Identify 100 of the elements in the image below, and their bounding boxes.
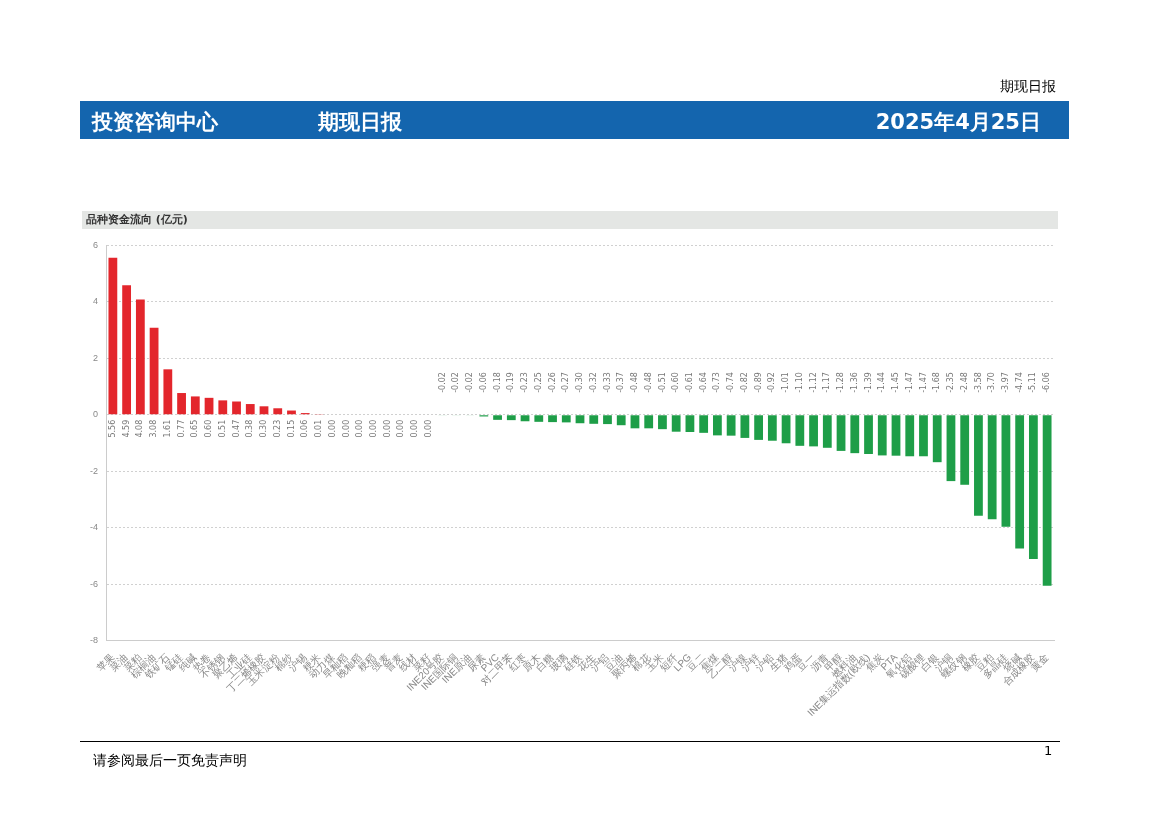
bar xyxy=(245,404,255,415)
bar xyxy=(822,415,832,448)
data-label: -0.74 xyxy=(726,372,736,393)
data-label: -1.47 xyxy=(918,372,928,393)
data-label: -0.73 xyxy=(712,372,722,393)
bar xyxy=(534,415,544,422)
data-label: 0.51 xyxy=(217,419,227,438)
bar xyxy=(781,415,791,444)
data-label: -0.82 xyxy=(739,372,749,393)
bar xyxy=(726,415,736,436)
data-label: -0.19 xyxy=(506,372,516,393)
y-tick-label: 4 xyxy=(92,296,98,307)
data-label: 0.00 xyxy=(355,419,365,438)
bar xyxy=(932,415,942,463)
bar xyxy=(740,415,750,438)
text: 期现日报 xyxy=(1000,78,1056,96)
text: 期现日报 xyxy=(318,109,402,136)
data-label: -1.12 xyxy=(808,372,818,393)
bar xyxy=(1042,415,1052,586)
bar xyxy=(493,415,502,420)
data-label: -1.47 xyxy=(904,372,914,393)
y-tick-label: -4 xyxy=(89,522,98,533)
data-label: -0.51 xyxy=(657,372,667,393)
data-label: -2.48 xyxy=(959,372,969,393)
data-label: 0.15 xyxy=(286,419,296,438)
data-label: 0.00 xyxy=(327,419,337,438)
data-label: -0.61 xyxy=(684,372,694,393)
bar xyxy=(232,401,241,415)
data-label: -3.70 xyxy=(987,372,997,393)
bar xyxy=(809,415,818,447)
bar xyxy=(960,415,970,485)
bar xyxy=(122,285,132,415)
data-label: 0.00 xyxy=(382,419,392,438)
bar xyxy=(864,415,873,455)
data-label: -0.89 xyxy=(753,372,763,393)
bar xyxy=(575,415,585,424)
data-label: 5.56 xyxy=(107,419,117,438)
bar xyxy=(561,415,571,423)
data-label: -0.64 xyxy=(698,372,708,393)
bar xyxy=(754,415,764,440)
data-label: 0.00 xyxy=(368,419,378,438)
data-label: -3.97 xyxy=(1000,372,1010,393)
bar xyxy=(603,415,612,425)
data-label: 0.38 xyxy=(245,419,255,438)
data-label: 0.00 xyxy=(410,419,420,438)
text: 请参阅最后一页免责声明 xyxy=(93,752,247,770)
bar xyxy=(685,415,695,432)
data-label: 0.65 xyxy=(190,419,200,438)
bar xyxy=(671,415,681,432)
bar xyxy=(589,415,599,424)
bar xyxy=(850,415,860,454)
data-label: -0.60 xyxy=(671,372,681,393)
data-label: -2.35 xyxy=(946,372,956,393)
data-label: 0.30 xyxy=(259,419,269,438)
bar xyxy=(548,415,557,423)
data-label: -5.11 xyxy=(1028,372,1038,393)
bar xyxy=(149,327,159,415)
data-label: 4.59 xyxy=(121,419,131,438)
data-label: -1.39 xyxy=(863,372,873,393)
bar xyxy=(1001,415,1011,527)
data-label: -0.18 xyxy=(492,372,502,393)
bar xyxy=(190,396,200,415)
data-label: -1.10 xyxy=(794,372,804,393)
chart-title: 品种资金流向 (亿元) xyxy=(82,211,1058,229)
data-label: -0.06 xyxy=(478,372,488,393)
y-tick-label: 2 xyxy=(92,352,98,363)
data-label: 0.00 xyxy=(423,419,433,438)
data-label: -0.33 xyxy=(602,372,612,393)
y-tick-label: -6 xyxy=(89,578,98,589)
bar xyxy=(658,415,667,430)
bar xyxy=(630,415,640,429)
bar xyxy=(616,415,626,426)
data-label: 0.01 xyxy=(314,419,324,438)
bar xyxy=(506,415,516,421)
bar xyxy=(259,406,269,415)
data-label: -0.48 xyxy=(643,372,653,393)
bar xyxy=(1028,415,1038,560)
bar xyxy=(108,257,118,415)
y-tick-label: 0 xyxy=(92,409,98,420)
data-label: 0.06 xyxy=(300,419,310,438)
data-label: -0.48 xyxy=(630,372,640,393)
data-label: -0.25 xyxy=(533,372,543,393)
data-label: 0.00 xyxy=(396,419,406,438)
bar xyxy=(163,369,173,415)
bar xyxy=(987,415,997,520)
bar xyxy=(905,415,915,457)
bar xyxy=(836,415,846,451)
bar xyxy=(767,415,777,441)
data-label: -0.02 xyxy=(451,372,461,393)
data-label: 0.23 xyxy=(272,419,282,438)
data-label: -6.06 xyxy=(1042,372,1052,393)
data-label: -0.02 xyxy=(437,372,447,393)
text: 1 xyxy=(1044,743,1053,758)
data-label: 0.47 xyxy=(231,419,241,438)
data-label: -4.74 xyxy=(1014,372,1024,393)
data-label: -0.30 xyxy=(575,372,585,393)
data-label: 3.08 xyxy=(149,419,159,438)
y-tick-label: -8 xyxy=(89,635,98,646)
y-tick-label: 6 xyxy=(92,239,98,250)
data-label: -1.68 xyxy=(932,372,942,393)
